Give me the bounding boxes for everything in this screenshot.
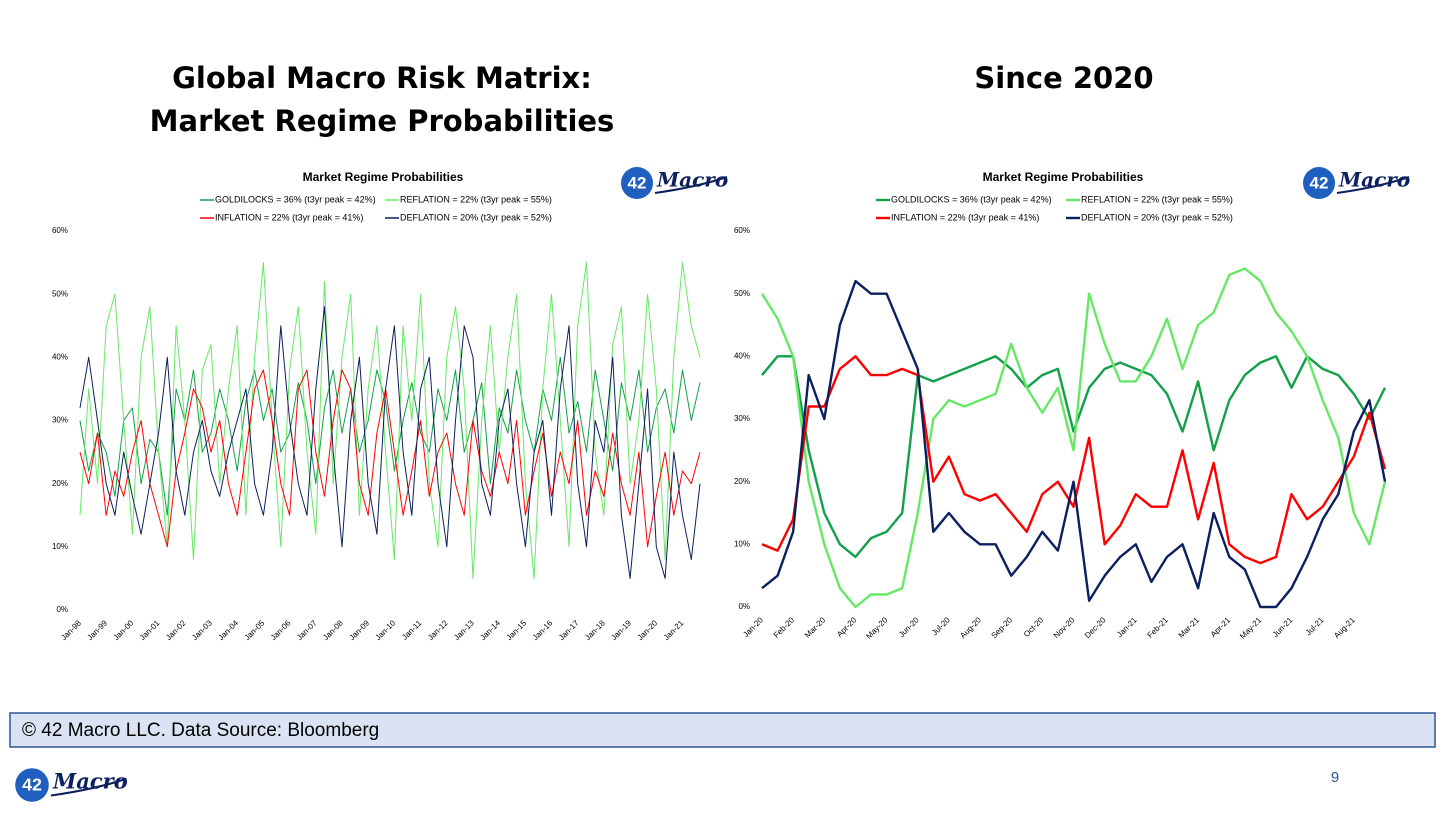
y-tick-label: 30% — [734, 414, 750, 423]
x-tick-label: Jan-20 — [636, 618, 660, 642]
series-line — [761, 279, 1387, 609]
x-tick-label: Jan-18 — [583, 618, 607, 642]
x-tick-label: Jul-21 — [1304, 615, 1326, 637]
x-tick-label: Jan-01 — [138, 618, 162, 642]
logo-circle — [15, 768, 49, 802]
y-tick-label: 60% — [52, 226, 68, 235]
logo-number: 42 — [22, 775, 42, 795]
y-tick-label: 0% — [738, 602, 750, 611]
legend-label: DEFLATION = 20% (t3yr peak = 52%) — [1081, 212, 1233, 222]
chart-title: Market Regime Probabilities — [983, 170, 1144, 184]
y-tick-label: 40% — [734, 351, 750, 360]
y-tick-label: 20% — [734, 477, 750, 486]
x-tick-label: Nov-20 — [1052, 615, 1077, 640]
slide-title: Global Macro Risk Matrix: — [172, 61, 592, 95]
x-tick-label: Jun-21 — [1271, 615, 1295, 639]
x-tick-label: Jan-03 — [190, 618, 214, 642]
x-tick-label: Jan-13 — [452, 618, 476, 642]
x-tick-label: Jun-20 — [897, 615, 921, 639]
x-tick-label: Jan-04 — [216, 618, 240, 642]
series-line — [79, 356, 701, 516]
x-tick-label: Jan-08 — [321, 618, 345, 642]
x-tick-label: Jan-99 — [85, 618, 109, 642]
logo-number: 42 — [1310, 173, 1329, 192]
x-tick-label: Mar-21 — [1177, 615, 1202, 640]
y-tick-label: 10% — [52, 542, 68, 551]
series-line — [79, 369, 701, 548]
x-tick-label: Apr-20 — [835, 615, 859, 639]
logo-number: 42 — [628, 173, 647, 192]
y-tick-label: 0% — [56, 605, 68, 614]
y-tick-label: 50% — [734, 289, 750, 298]
legend-label: REFLATION = 22% (t3yr peak = 55%) — [400, 194, 552, 204]
chart-title: Market Regime Probabilities — [303, 170, 464, 184]
footer-text: © 42 Macro LLC. Data Source: Bloomberg — [22, 720, 379, 741]
x-tick-label: Oct-20 — [1022, 615, 1046, 639]
page-number: 9 — [1331, 769, 1339, 786]
x-tick-label: Jan-98 — [59, 618, 83, 642]
x-tick-label: Jan-14 — [478, 618, 502, 642]
legend-label: DEFLATION = 20% (t3yr peak = 52%) — [400, 212, 552, 222]
x-tick-label: Jan-21 — [1115, 615, 1139, 639]
footer-box — [9, 712, 1436, 748]
x-tick-label: Jan-05 — [243, 618, 267, 642]
x-tick-label: Jul-20 — [930, 615, 952, 637]
logo-swash — [654, 176, 728, 194]
x-tick-label: Mar-20 — [803, 615, 828, 640]
y-tick-label: 60% — [734, 226, 750, 235]
legend-label: GOLDILOCKS = 36% (t3yr peak = 42%) — [215, 194, 376, 204]
logo-swash — [50, 777, 127, 797]
logo-circle — [1303, 167, 1335, 199]
slide-title: Since 2020 — [974, 61, 1153, 95]
x-tick-label: Dec-20 — [1083, 615, 1108, 640]
y-tick-label: 50% — [52, 289, 68, 298]
x-tick-label: Jan-11 — [400, 618, 424, 642]
x-tick-label: Feb-21 — [1146, 615, 1171, 640]
x-tick-label: Jan-20 — [741, 615, 765, 639]
y-tick-label: 20% — [52, 479, 68, 488]
y-tick-label: 30% — [52, 416, 68, 425]
x-tick-label: Jan-07 — [295, 618, 319, 642]
slide-title: Market Regime Probabilities — [150, 104, 615, 138]
x-tick-label: Aug-20 — [958, 615, 983, 640]
x-tick-label: Jan-09 — [347, 618, 371, 642]
y-tick-label: 40% — [52, 352, 68, 361]
series-line — [760, 267, 1387, 609]
y-tick-label: 10% — [734, 539, 750, 548]
x-tick-label: Sep-20 — [990, 615, 1015, 640]
legend-label: GOLDILOCKS = 36% (t3yr peak = 42%) — [891, 194, 1052, 204]
legend-label: INFLATION = 22% (t3yr peak = 41%) — [891, 212, 1039, 222]
logo-circle — [621, 167, 653, 199]
x-tick-label: May-21 — [1238, 615, 1264, 641]
x-tick-label: May-20 — [864, 615, 890, 641]
series-line — [79, 306, 701, 579]
x-tick-label: Jan-21 — [662, 618, 686, 642]
x-tick-label: Aug-21 — [1332, 615, 1357, 640]
logo-swash — [1336, 176, 1410, 194]
x-tick-label: Jan-06 — [269, 618, 293, 642]
x-tick-label: Jan-19 — [609, 618, 633, 642]
legend-label: REFLATION = 22% (t3yr peak = 55%) — [1081, 194, 1233, 204]
x-tick-label: Jan-10 — [374, 618, 398, 642]
x-tick-label: Jan-15 — [505, 618, 529, 642]
series-line — [79, 262, 701, 579]
x-tick-label: Feb-20 — [772, 615, 797, 640]
legend-label: INFLATION = 22% (t3yr peak = 41%) — [215, 212, 363, 222]
series-line — [761, 355, 1387, 559]
x-tick-label: Apr-21 — [1209, 615, 1233, 639]
x-tick-label: Jan-16 — [531, 618, 555, 642]
x-tick-label: Jan-17 — [557, 618, 581, 642]
x-tick-label: Jan-02 — [164, 618, 188, 642]
series-line — [761, 355, 1387, 565]
x-tick-label: Jan-00 — [112, 618, 136, 642]
x-tick-label: Jan-12 — [426, 618, 450, 642]
